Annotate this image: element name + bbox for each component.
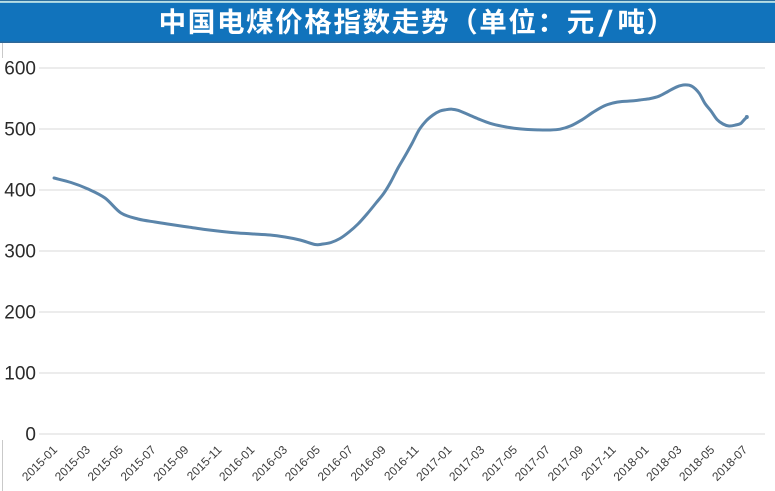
svg-text:400: 400 bbox=[4, 181, 36, 202]
svg-text:200: 200 bbox=[4, 303, 36, 324]
svg-text:500: 500 bbox=[4, 120, 36, 141]
svg-text:100: 100 bbox=[4, 364, 36, 385]
svg-text:0: 0 bbox=[25, 425, 36, 446]
svg-text:600: 600 bbox=[4, 59, 36, 80]
svg-text:300: 300 bbox=[4, 242, 36, 263]
